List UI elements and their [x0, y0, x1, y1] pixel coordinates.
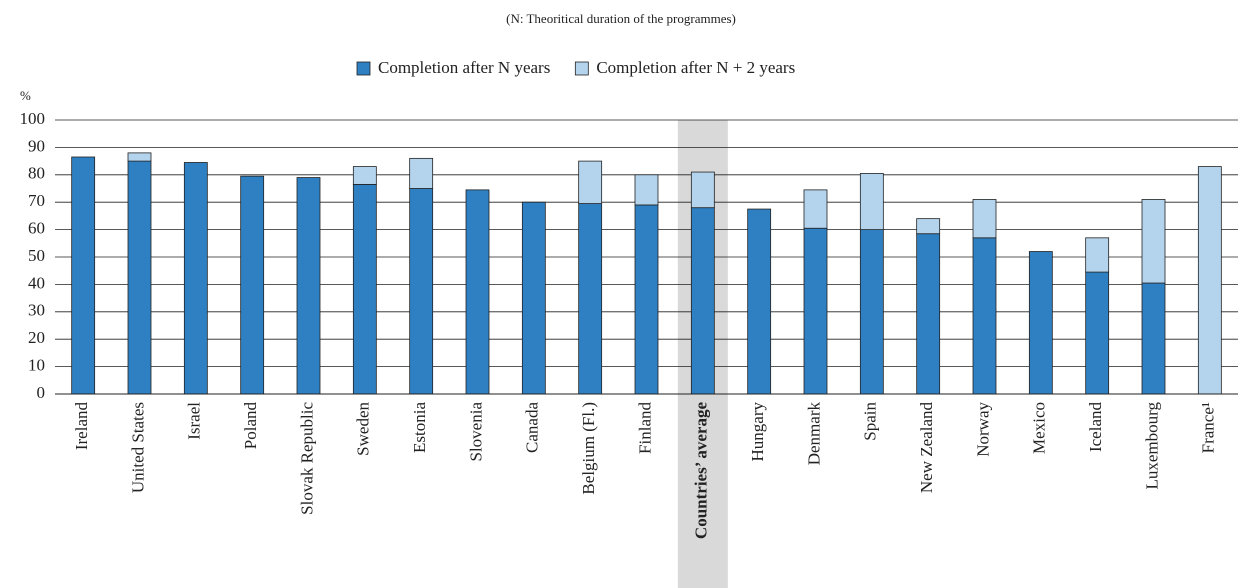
x-tick-label: Sweden — [354, 402, 373, 456]
bar-segment — [690, 171, 715, 209]
y-axis-label: % — [20, 88, 31, 103]
x-tick-label: Israel — [185, 402, 204, 440]
bar-segment — [747, 208, 772, 395]
bar-segment — [634, 174, 659, 206]
bar-segment — [1197, 166, 1222, 395]
x-tick-label: Slovenia — [466, 402, 485, 462]
x-tick-label: United States — [128, 402, 147, 493]
bar-segment — [972, 237, 997, 395]
x-tick-label: Norway — [973, 402, 992, 457]
bar-segment — [71, 156, 96, 395]
x-tick-label: Iceland — [1086, 402, 1105, 453]
bar-segment — [465, 189, 490, 395]
bar-segment — [1085, 271, 1110, 395]
y-tick-label: 50 — [28, 246, 45, 265]
legend-swatch — [574, 61, 589, 76]
x-tick-label: Poland — [241, 402, 260, 450]
bar-segment — [127, 160, 152, 395]
x-tick-label: Slovak Republic — [297, 402, 316, 515]
x-tick-label: Hungary — [748, 402, 767, 462]
legend-label: Completion after N years — [378, 58, 550, 77]
bar-segment — [578, 203, 603, 395]
x-tick-label: Estonia — [410, 402, 429, 453]
bar-segment — [634, 204, 659, 395]
x-tick-label: Ireland — [72, 402, 91, 451]
bar-segment — [1085, 237, 1110, 273]
bar-segment — [521, 201, 546, 395]
bar-segment — [240, 175, 265, 395]
legend: Completion after N years Completion after… — [356, 58, 795, 77]
x-tick-label: Mexico — [1030, 402, 1049, 454]
bar-segment — [409, 188, 434, 395]
bar-segment — [1141, 282, 1166, 395]
bar-segment — [409, 157, 434, 189]
bar-segment — [803, 227, 828, 395]
bar-segment — [127, 152, 152, 162]
bar-segment — [578, 160, 603, 204]
y-tick-label: 40 — [28, 273, 45, 292]
x-tick-label: Countries’ average — [692, 402, 711, 540]
legend-swatch — [356, 61, 371, 76]
x-tick-label: France¹ — [1199, 402, 1218, 453]
bar-segment — [1028, 251, 1053, 395]
bar-segment — [859, 173, 884, 230]
x-tick-label: Luxembourg — [1142, 402, 1161, 490]
y-tick-label: 60 — [28, 219, 45, 238]
y-tick-label: 70 — [28, 191, 45, 210]
y-tick-label: 10 — [28, 356, 45, 375]
bar-segment — [352, 183, 377, 395]
bar-segment — [916, 218, 941, 235]
x-tick-label: Finland — [635, 402, 654, 454]
x-tick-label: New Zealand — [917, 402, 936, 494]
y-tick-label: 80 — [28, 164, 45, 183]
bar-segment — [296, 177, 321, 395]
x-tick-label: Canada — [523, 402, 542, 453]
bar-segment — [1141, 199, 1166, 284]
x-tick-label: Denmark — [804, 402, 823, 466]
y-tick-label: 90 — [28, 136, 45, 155]
bar-segment — [352, 166, 377, 185]
y-tick-label: 0 — [37, 383, 46, 402]
x-tick-label: Belgium (Fl.) — [579, 402, 598, 495]
bar-segment — [690, 207, 715, 395]
x-tick-label: Spain — [861, 402, 880, 441]
chart-subtitle: (N: Theoritical duration of the programm… — [506, 11, 736, 26]
legend-label: Completion after N + 2 years — [596, 58, 795, 77]
bar-segment — [972, 199, 997, 239]
bar-segment — [803, 189, 828, 229]
y-tick-label: 30 — [28, 301, 45, 320]
bar-segment — [183, 162, 208, 395]
bar-segment — [916, 233, 941, 395]
y-tick-label: 20 — [28, 328, 45, 347]
bar-segment — [859, 229, 884, 395]
y-tick-label: 100 — [20, 109, 46, 128]
